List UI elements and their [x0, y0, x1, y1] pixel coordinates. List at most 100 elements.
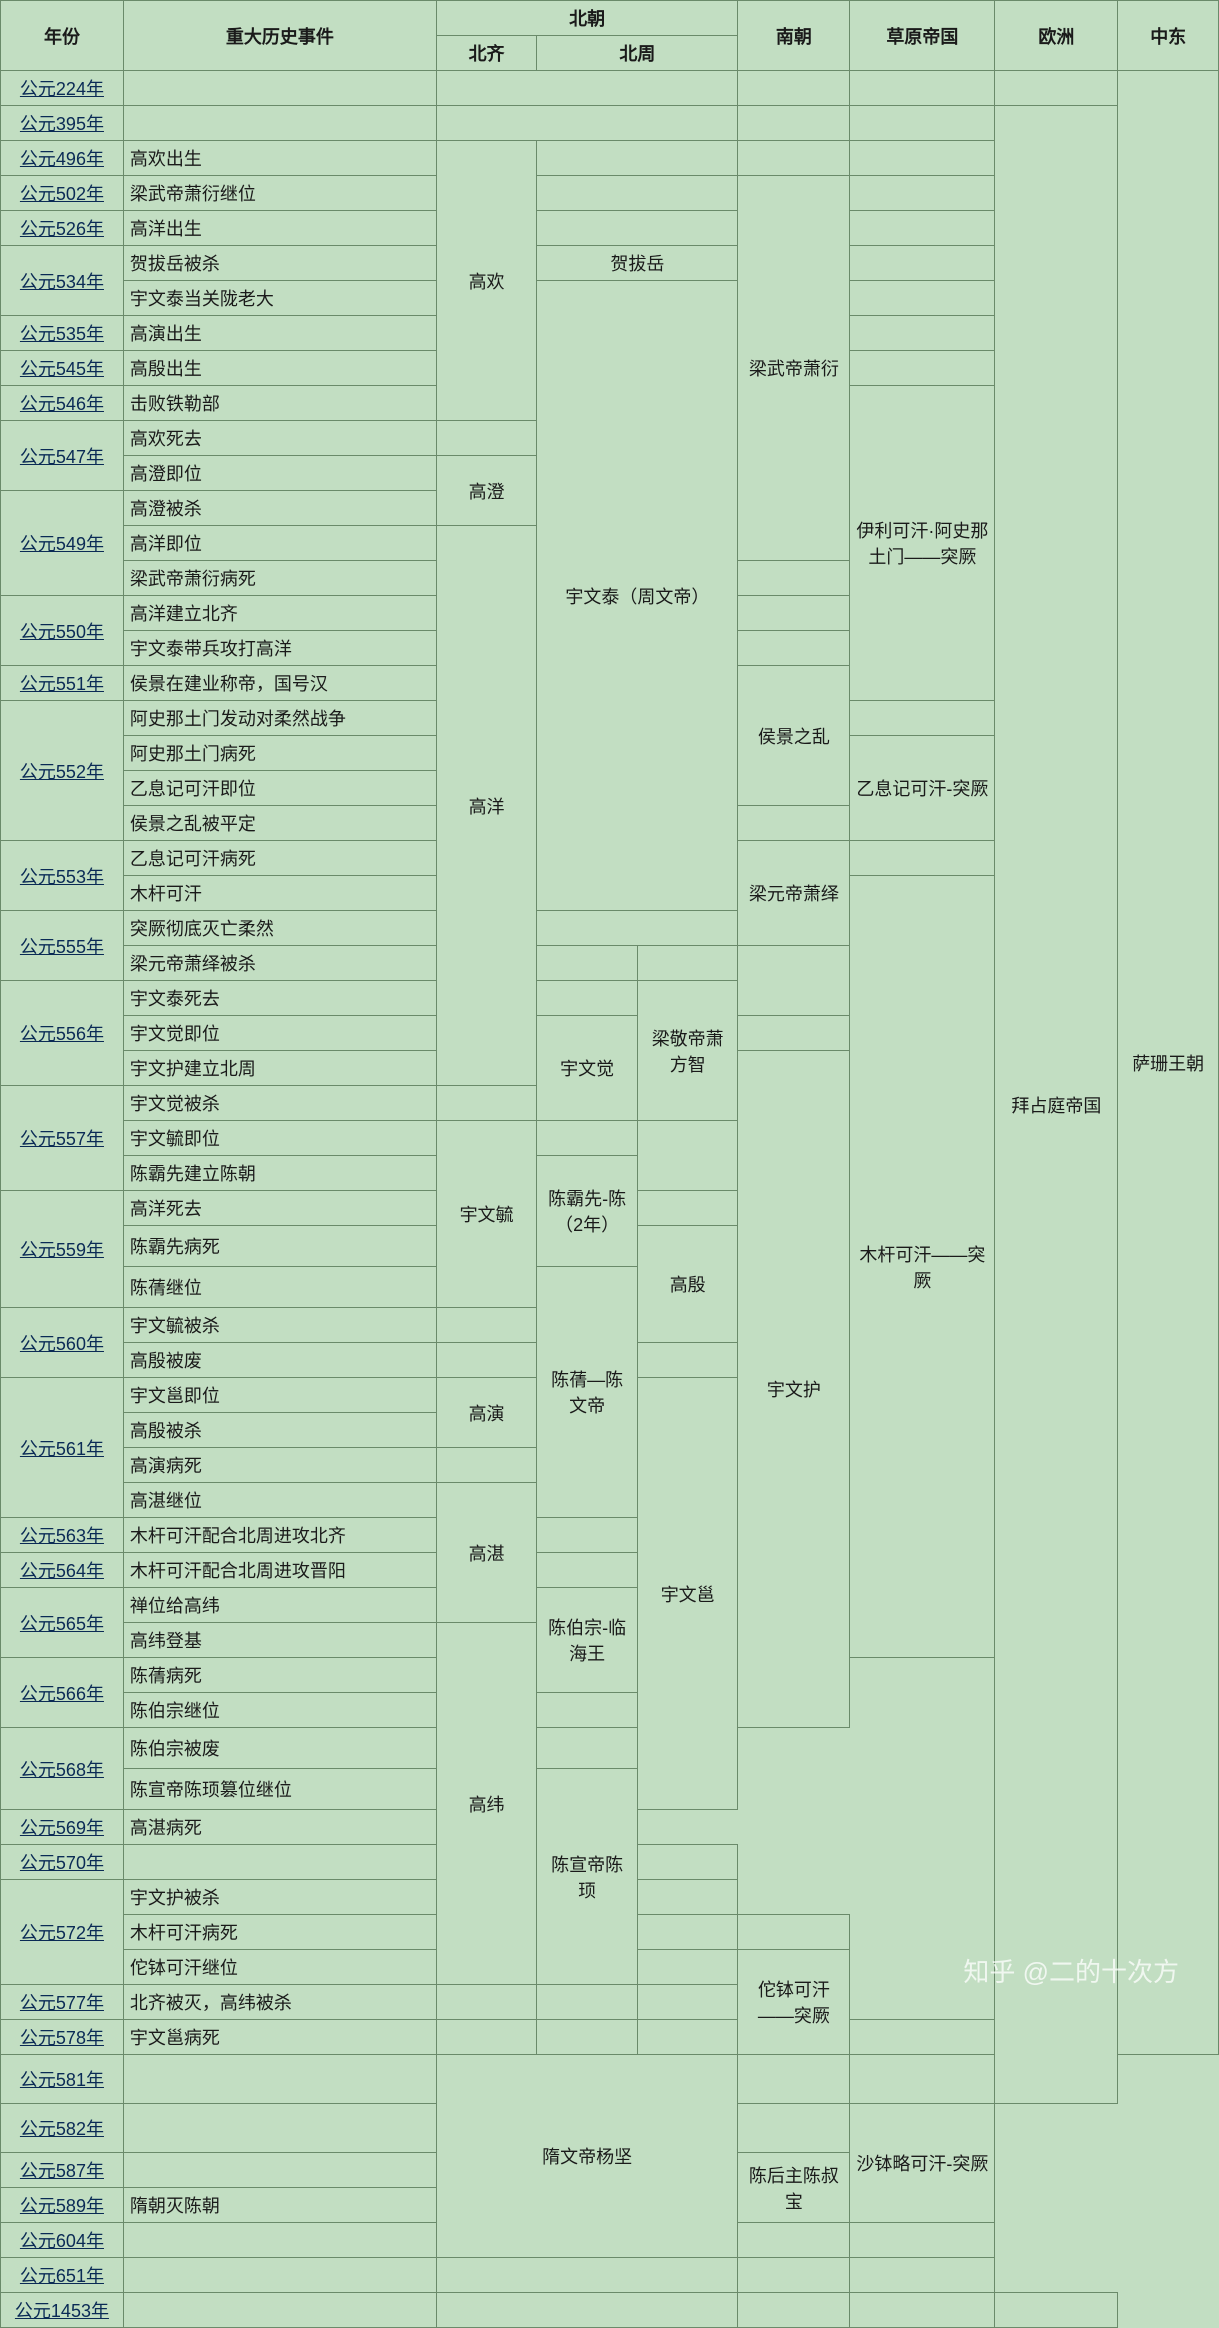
- beiqi-gaohuan: 高欢: [436, 141, 537, 421]
- event-cell: 乙息记可汗即位: [123, 771, 436, 806]
- table-body: 公元224年 萨珊王朝 公元395年 拜占庭帝国 公元496年 高欢出生 高欢 …: [1, 71, 1219, 2328]
- south-chenhou: 陈后主陈叔宝: [738, 2153, 850, 2223]
- event-cell: 梁武帝萧衍病死: [123, 561, 436, 596]
- event-cell: [123, 2104, 436, 2153]
- south-liangwu: 梁武帝萧衍: [738, 176, 850, 561]
- event-cell: 贺拔岳被杀: [123, 246, 436, 281]
- year-cell[interactable]: 公元502年: [1, 176, 124, 211]
- year-cell[interactable]: 公元559年: [1, 1191, 124, 1308]
- col-north: 北朝: [436, 1, 738, 36]
- beizhou-heba: 贺拔岳: [537, 246, 738, 281]
- event-cell: 宇文邕即位: [123, 1378, 436, 1413]
- event-cell: [123, 2258, 436, 2293]
- event-cell: 木杆可汗配合北周进攻晋阳: [123, 1553, 436, 1588]
- steppe-yixi: 乙息记可汗-突厥: [850, 736, 995, 841]
- event-cell: 梁武帝萧衍继位: [123, 176, 436, 211]
- event-cell: 侯景之乱被平定: [123, 806, 436, 841]
- year-cell[interactable]: 公元224年: [1, 71, 124, 106]
- year-cell[interactable]: 公元560年: [1, 1308, 124, 1378]
- col-year: 年份: [1, 1, 124, 71]
- beiqi-gaowei: 高纬: [436, 1623, 537, 1985]
- table-row: 公元224年 萨珊王朝: [1, 71, 1219, 106]
- year-cell[interactable]: 公元555年: [1, 911, 124, 981]
- event-cell: 阿史那土门病死: [123, 736, 436, 771]
- event-cell: 突厥彻底灭亡柔然: [123, 911, 436, 946]
- south-chenqian: 陈蒨—陈文帝: [537, 1267, 638, 1518]
- event-cell: 宇文泰当关陇老大: [123, 281, 436, 316]
- event-cell: 陈霸先建立陈朝: [123, 1156, 436, 1191]
- year-cell[interactable]: 公元569年: [1, 1810, 124, 1845]
- year-cell[interactable]: 公元545年: [1, 351, 124, 386]
- event-cell: [123, 2055, 436, 2104]
- event-cell: 宇文护被杀: [123, 1880, 436, 1915]
- col-europe: 欧洲: [995, 1, 1118, 71]
- event-cell: 高殷出生: [123, 351, 436, 386]
- year-cell[interactable]: 公元564年: [1, 1553, 124, 1588]
- year-cell[interactable]: 公元568年: [1, 1728, 124, 1810]
- steppe-yili: 伊利可汗·阿史那土门——突厥: [850, 386, 995, 701]
- south-chenxuan: 陈宣帝陈顼: [537, 1769, 638, 1985]
- year-cell[interactable]: 公元565年: [1, 1588, 124, 1658]
- year-cell[interactable]: 公元550年: [1, 596, 124, 666]
- event-cell: 高澄被杀: [123, 491, 436, 526]
- year-cell[interactable]: 公元553年: [1, 841, 124, 911]
- year-cell[interactable]: 公元577年: [1, 1985, 124, 2020]
- year-cell[interactable]: 公元589年: [1, 2188, 124, 2223]
- year-cell[interactable]: 公元1453年: [1, 2293, 124, 2328]
- year-cell[interactable]: 公元547年: [1, 421, 124, 491]
- event-cell: 宇文护建立北周: [123, 1051, 436, 1086]
- beiqi-gaoyin: 高殷: [637, 1226, 738, 1343]
- year-cell[interactable]: 公元563年: [1, 1518, 124, 1553]
- event-cell: [123, 2153, 436, 2188]
- beiqi-gaoyan: 高演: [436, 1378, 537, 1448]
- event-cell: 宇文觉被杀: [123, 1086, 436, 1121]
- event-cell: 高演病死: [123, 1448, 436, 1483]
- year-cell[interactable]: 公元526年: [1, 211, 124, 246]
- year-cell[interactable]: 公元561年: [1, 1378, 124, 1518]
- event-cell: 陈伯宗被废: [123, 1728, 436, 1769]
- event-cell: 禅位给高纬: [123, 1588, 436, 1623]
- event-cell: 陈霸先病死: [123, 1226, 436, 1267]
- year-cell[interactable]: 公元570年: [1, 1845, 124, 1880]
- south-liangyuan: 梁元帝萧绎: [738, 841, 850, 946]
- event-cell: [123, 106, 436, 141]
- year-cell[interactable]: 公元552年: [1, 701, 124, 841]
- event-cell: 高洋建立北齐: [123, 596, 436, 631]
- year-cell[interactable]: 公元572年: [1, 1880, 124, 1985]
- year-cell[interactable]: 公元582年: [1, 2104, 124, 2153]
- south-liangjing: 梁敬帝萧方智: [637, 981, 738, 1121]
- beizhou-yuwenyu: 宇文毓: [436, 1121, 537, 1308]
- year-cell[interactable]: 公元551年: [1, 666, 124, 701]
- year-cell[interactable]: 公元604年: [1, 2223, 124, 2258]
- year-cell[interactable]: 公元587年: [1, 2153, 124, 2188]
- event-cell: 高殷被废: [123, 1343, 436, 1378]
- year-cell[interactable]: 公元535年: [1, 316, 124, 351]
- year-cell[interactable]: 公元581年: [1, 2055, 124, 2104]
- event-cell: 侯景在建业称帝，国号汉: [123, 666, 436, 701]
- event-cell: 宇文邕病死: [123, 2020, 436, 2055]
- event-cell: 高洋即位: [123, 526, 436, 561]
- year-cell[interactable]: 公元549年: [1, 491, 124, 596]
- event-cell: 陈宣帝陈顼篡位继位: [123, 1769, 436, 1810]
- event-cell: 木杆可汗: [123, 876, 436, 911]
- beiqi-gaoyang: 高洋: [436, 526, 537, 1086]
- event-cell: 隋朝灭陈朝: [123, 2188, 436, 2223]
- event-cell: 梁元帝萧绎被杀: [123, 946, 436, 981]
- event-cell: 宇文泰死去: [123, 981, 436, 1016]
- year-cell[interactable]: 公元546年: [1, 386, 124, 421]
- year-cell[interactable]: 公元395年: [1, 106, 124, 141]
- col-beizhou: 北周: [537, 36, 738, 71]
- year-cell[interactable]: 公元566年: [1, 1658, 124, 1728]
- beizhou-yuwentai: 宇文泰（周文帝）: [537, 281, 738, 911]
- year-cell[interactable]: 公元557年: [1, 1086, 124, 1191]
- event-cell: 高演出生: [123, 316, 436, 351]
- year-cell[interactable]: 公元496年: [1, 141, 124, 176]
- year-cell[interactable]: 公元651年: [1, 2258, 124, 2293]
- event-cell: 阿史那土门发动对柔然战争: [123, 701, 436, 736]
- year-cell[interactable]: 公元534年: [1, 246, 124, 316]
- event-cell: 宇文毓即位: [123, 1121, 436, 1156]
- year-cell[interactable]: 公元556年: [1, 981, 124, 1086]
- year-cell[interactable]: 公元578年: [1, 2020, 124, 2055]
- col-south: 南朝: [738, 1, 850, 71]
- event-cell: 宇文觉即位: [123, 1016, 436, 1051]
